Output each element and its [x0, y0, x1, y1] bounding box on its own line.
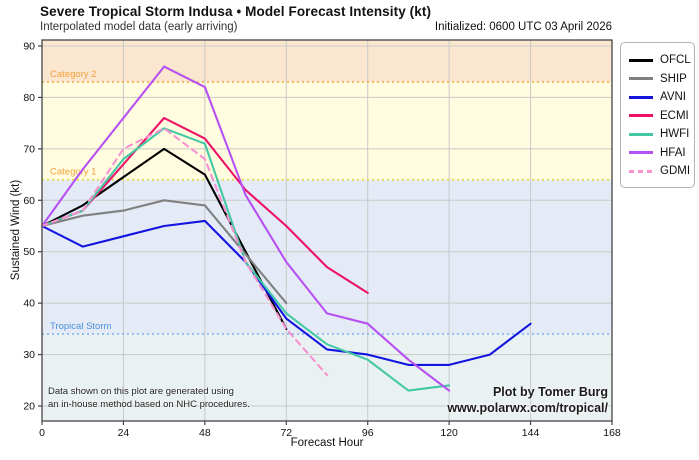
hfai-line-swatch	[629, 151, 653, 155]
disclaimer-line-1: Data shown on this plot are generated us…	[48, 386, 234, 397]
page-title: Severe Tropical Storm Indusa • Model For…	[40, 4, 432, 19]
plot-border	[41, 39, 613, 422]
ship-line-swatch	[629, 77, 653, 81]
category-bands	[42, 40, 612, 421]
series-line-ship	[40, 199, 288, 305]
x-tick-label: 24	[118, 427, 130, 439]
x-axis-label: Forecast Hour	[290, 437, 364, 449]
legend-item-hfai: HFAI	[629, 144, 694, 163]
x-tick-label: 96	[362, 427, 374, 439]
y-tick-label: 40	[23, 298, 35, 310]
legend-label-gdmi: GDMI	[660, 165, 691, 178]
x-tick-label: 72	[280, 427, 292, 439]
y-tick-label: 60	[23, 195, 35, 207]
legend-item-ecmi: ECMI	[629, 107, 694, 126]
watermark-url: www.polarwx.com/tropical/	[447, 401, 608, 415]
x-tick-label: 168	[603, 427, 621, 439]
threshold-label-tropical-storm: Tropical Storm	[50, 321, 111, 332]
series-line-hfai	[40, 65, 451, 392]
legend-item-ship: SHIP	[629, 70, 694, 89]
avni-line-swatch	[629, 95, 653, 99]
band-tropical-storm	[42, 179, 612, 334]
y-tick-label: 30	[23, 349, 35, 361]
watermark: Plot by Tomer Burg www.polarwx.com/tropi…	[447, 384, 608, 416]
watermark-credit: Plot by Tomer Burg	[492, 385, 608, 399]
threshold-label-category-2: Category 2	[50, 69, 96, 80]
y-tick-label: 20	[23, 401, 35, 413]
y-tick-label: 90	[23, 41, 35, 53]
ofcl-line-swatch	[629, 58, 653, 62]
y-tick-label: 50	[23, 246, 35, 258]
series-line-gdmi	[40, 127, 329, 377]
x-tick-label: 0	[39, 427, 45, 439]
x-tick-label: 144	[522, 427, 540, 439]
legend-label-hwfi: HWFI	[660, 128, 690, 141]
disclaimer-line-2: an in-house method based on NHC procedur…	[48, 399, 250, 410]
series-line-avni	[40, 219, 532, 366]
ecmi-line-swatch	[629, 114, 653, 118]
legend-item-hwfi: HWFI	[629, 125, 694, 144]
threshold-label-category-1: Category 1	[50, 167, 96, 178]
series-line-ecmi	[40, 116, 369, 294]
y-axis-label: Sustained Wind (kt)	[10, 179, 22, 281]
init-time-label: Initialized: 0600 UTC 03 April 2026	[434, 21, 612, 33]
y-tick-label: 80	[23, 92, 35, 104]
legend-item-avni: AVNI	[629, 88, 694, 107]
legend-item-gdmi: GDMI	[629, 162, 694, 181]
disclaimer-note: Data shown on this plot are generated us…	[48, 385, 250, 411]
legend-item-ofcl: OFCL	[629, 51, 694, 70]
y-tick-label: 70	[23, 143, 35, 155]
gdmi-line-swatch	[629, 169, 653, 173]
x-tick-label: 120	[440, 427, 458, 439]
legend-label-ship: SHIP	[660, 72, 687, 85]
hwfi-line-swatch	[629, 132, 653, 136]
band-hurricane-cat2-plus	[42, 40, 612, 82]
legend-label-hfai: HFAI	[660, 146, 686, 159]
axis-ticks: 0 24 48 72 96 120 144 168 20 30 40 50 60 70 80 90	[23, 41, 621, 440]
legend-label-ofcl: OFCL	[660, 54, 691, 67]
model-legend: OFCL SHIP AVNI ECMI HWFI HFAI GDMI	[620, 42, 695, 188]
band-hurricane-cat1	[42, 82, 612, 180]
plot-subtitle: Interpolated model data (early arriving)	[40, 21, 238, 33]
legend-label-ecmi: ECMI	[660, 109, 689, 122]
legend-label-avni: AVNI	[660, 91, 686, 104]
x-tick-label: 48	[199, 427, 211, 439]
